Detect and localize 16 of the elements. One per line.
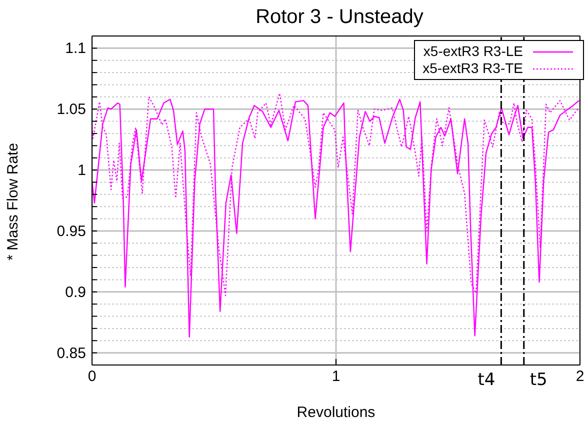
chart-title: Rotor 3 - Unsteady [254, 6, 424, 29]
y-tick-label: 0.95 [56, 222, 86, 240]
x-tick-label: 1 [332, 368, 340, 385]
y-tick-label: 0.85 [56, 344, 86, 362]
y-tick-label: 1.05 [56, 101, 86, 118]
legend-label: x5-extR3 R3-LE [423, 43, 523, 60]
x-tick-label: 0 [88, 368, 96, 385]
y-axis-title: * Mass Flow Rate [4, 142, 22, 260]
y-tick-label: 0.9 [65, 284, 86, 301]
y-tick-label: 1.1 [65, 40, 86, 58]
ref-line-label: t4 [478, 370, 496, 390]
x-tick-label: 2 [576, 368, 584, 385]
ref-line-label: t5 [530, 370, 548, 390]
legend-label: x5-extR3 R3-TE [422, 60, 523, 77]
y-tick-label: 1 [78, 162, 86, 180]
x-axis-title: Revolutions [296, 404, 376, 421]
